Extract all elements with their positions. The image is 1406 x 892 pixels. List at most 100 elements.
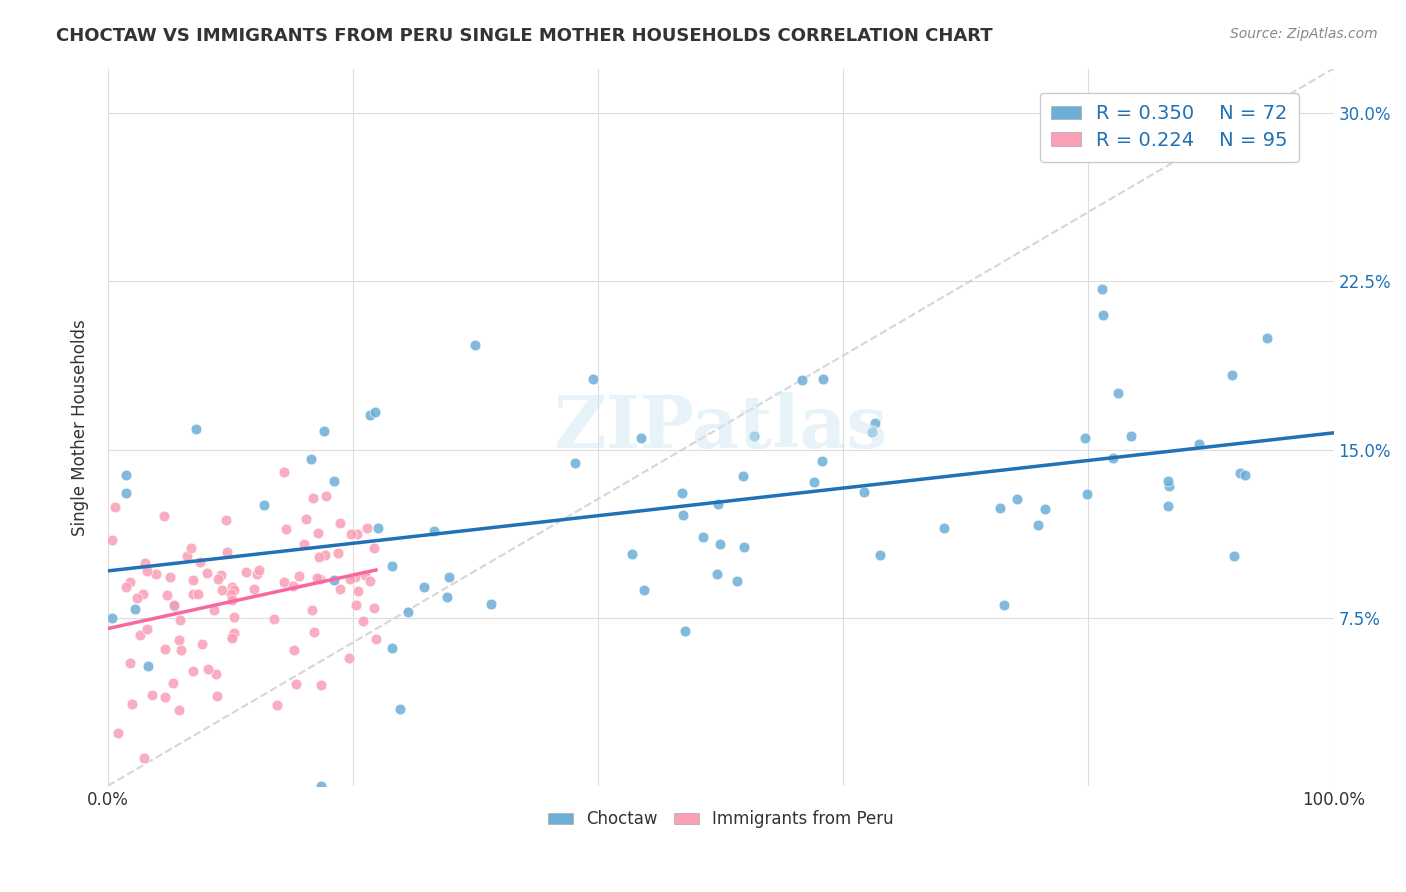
Immigrants from Peru bbox=[121, 698, 143, 712]
Immigrants from Peru bbox=[339, 651, 361, 665]
Choctaw bbox=[811, 453, 834, 467]
Immigrants from Peru bbox=[221, 580, 243, 594]
Choctaw bbox=[1005, 492, 1028, 507]
Immigrants from Peru bbox=[169, 633, 191, 648]
Choctaw bbox=[437, 570, 460, 584]
Choctaw bbox=[1107, 386, 1129, 401]
Immigrants from Peru bbox=[356, 521, 378, 535]
Choctaw bbox=[731, 469, 754, 483]
Immigrants from Peru bbox=[141, 688, 163, 702]
Choctaw bbox=[1101, 450, 1123, 465]
Immigrants from Peru bbox=[181, 587, 204, 601]
Choctaw bbox=[1229, 466, 1251, 480]
Choctaw bbox=[309, 779, 332, 793]
Immigrants from Peru bbox=[169, 703, 191, 717]
Immigrants from Peru bbox=[359, 574, 381, 589]
Choctaw bbox=[436, 590, 458, 604]
Choctaw bbox=[412, 580, 434, 594]
Choctaw bbox=[163, 599, 186, 613]
Immigrants from Peru bbox=[205, 666, 228, 681]
Immigrants from Peru bbox=[131, 587, 153, 601]
Choctaw bbox=[790, 373, 813, 387]
Immigrants from Peru bbox=[188, 555, 211, 569]
Immigrants from Peru bbox=[180, 541, 202, 555]
Immigrants from Peru bbox=[181, 573, 204, 587]
Choctaw bbox=[863, 416, 886, 430]
Immigrants from Peru bbox=[169, 643, 191, 657]
Immigrants from Peru bbox=[187, 587, 209, 601]
Immigrants from Peru bbox=[307, 525, 329, 540]
Immigrants from Peru bbox=[159, 570, 181, 584]
Immigrants from Peru bbox=[114, 580, 136, 594]
Immigrants from Peru bbox=[273, 575, 295, 590]
Choctaw bbox=[322, 573, 344, 587]
Immigrants from Peru bbox=[363, 541, 385, 555]
Choctaw bbox=[934, 520, 956, 534]
Choctaw bbox=[803, 475, 825, 490]
Immigrants from Peru bbox=[221, 629, 243, 643]
Immigrants from Peru bbox=[301, 491, 323, 505]
Choctaw bbox=[1159, 479, 1181, 493]
Choctaw bbox=[184, 422, 207, 436]
Immigrants from Peru bbox=[176, 549, 198, 564]
Immigrants from Peru bbox=[224, 625, 246, 640]
Immigrants from Peru bbox=[329, 516, 352, 530]
Immigrants from Peru bbox=[107, 726, 129, 740]
Immigrants from Peru bbox=[329, 582, 352, 597]
Y-axis label: Single Mother Households: Single Mother Households bbox=[72, 318, 89, 535]
Choctaw bbox=[709, 537, 731, 551]
Choctaw bbox=[253, 498, 276, 512]
Choctaw bbox=[869, 548, 891, 562]
Choctaw bbox=[620, 547, 643, 561]
Immigrants from Peru bbox=[221, 631, 243, 645]
Choctaw bbox=[1035, 502, 1057, 516]
Immigrants from Peru bbox=[344, 570, 367, 584]
Choctaw bbox=[1222, 549, 1244, 564]
Immigrants from Peru bbox=[309, 678, 332, 692]
Choctaw bbox=[852, 484, 875, 499]
Immigrants from Peru bbox=[135, 622, 157, 636]
Immigrants from Peru bbox=[183, 664, 205, 678]
Choctaw bbox=[1074, 431, 1097, 445]
Choctaw bbox=[1157, 499, 1180, 513]
Choctaw bbox=[1187, 437, 1209, 451]
Immigrants from Peru bbox=[353, 568, 375, 582]
Choctaw bbox=[990, 501, 1012, 516]
Choctaw bbox=[725, 574, 748, 588]
Immigrants from Peru bbox=[364, 632, 387, 647]
Immigrants from Peru bbox=[266, 698, 288, 712]
Immigrants from Peru bbox=[169, 613, 191, 627]
Choctaw bbox=[388, 702, 411, 716]
Immigrants from Peru bbox=[305, 571, 328, 585]
Choctaw bbox=[564, 456, 586, 470]
Immigrants from Peru bbox=[125, 591, 148, 605]
Immigrants from Peru bbox=[101, 533, 124, 547]
Immigrants from Peru bbox=[273, 465, 295, 479]
Immigrants from Peru bbox=[134, 751, 156, 765]
Immigrants from Peru bbox=[118, 657, 141, 671]
Immigrants from Peru bbox=[197, 662, 219, 676]
Immigrants from Peru bbox=[207, 572, 229, 586]
Choctaw bbox=[692, 530, 714, 544]
Choctaw bbox=[733, 540, 755, 554]
Immigrants from Peru bbox=[283, 579, 305, 593]
Choctaw bbox=[101, 610, 124, 624]
Text: CHOCTAW VS IMMIGRANTS FROM PERU SINGLE MOTHER HOUSEHOLDS CORRELATION CHART: CHOCTAW VS IMMIGRANTS FROM PERU SINGLE M… bbox=[56, 27, 993, 45]
Choctaw bbox=[423, 524, 446, 538]
Immigrants from Peru bbox=[274, 523, 297, 537]
Immigrants from Peru bbox=[156, 588, 179, 602]
Immigrants from Peru bbox=[363, 601, 385, 615]
Immigrants from Peru bbox=[163, 599, 186, 613]
Immigrants from Peru bbox=[207, 689, 229, 703]
Immigrants from Peru bbox=[215, 513, 238, 527]
Immigrants from Peru bbox=[195, 566, 218, 581]
Immigrants from Peru bbox=[136, 564, 159, 578]
Immigrants from Peru bbox=[339, 572, 361, 586]
Immigrants from Peru bbox=[128, 628, 150, 642]
Choctaw bbox=[396, 606, 419, 620]
Text: ZIPatlas: ZIPatlas bbox=[554, 392, 887, 463]
Choctaw bbox=[1220, 368, 1243, 383]
Immigrants from Peru bbox=[308, 572, 330, 586]
Immigrants from Peru bbox=[155, 641, 177, 656]
Choctaw bbox=[671, 485, 693, 500]
